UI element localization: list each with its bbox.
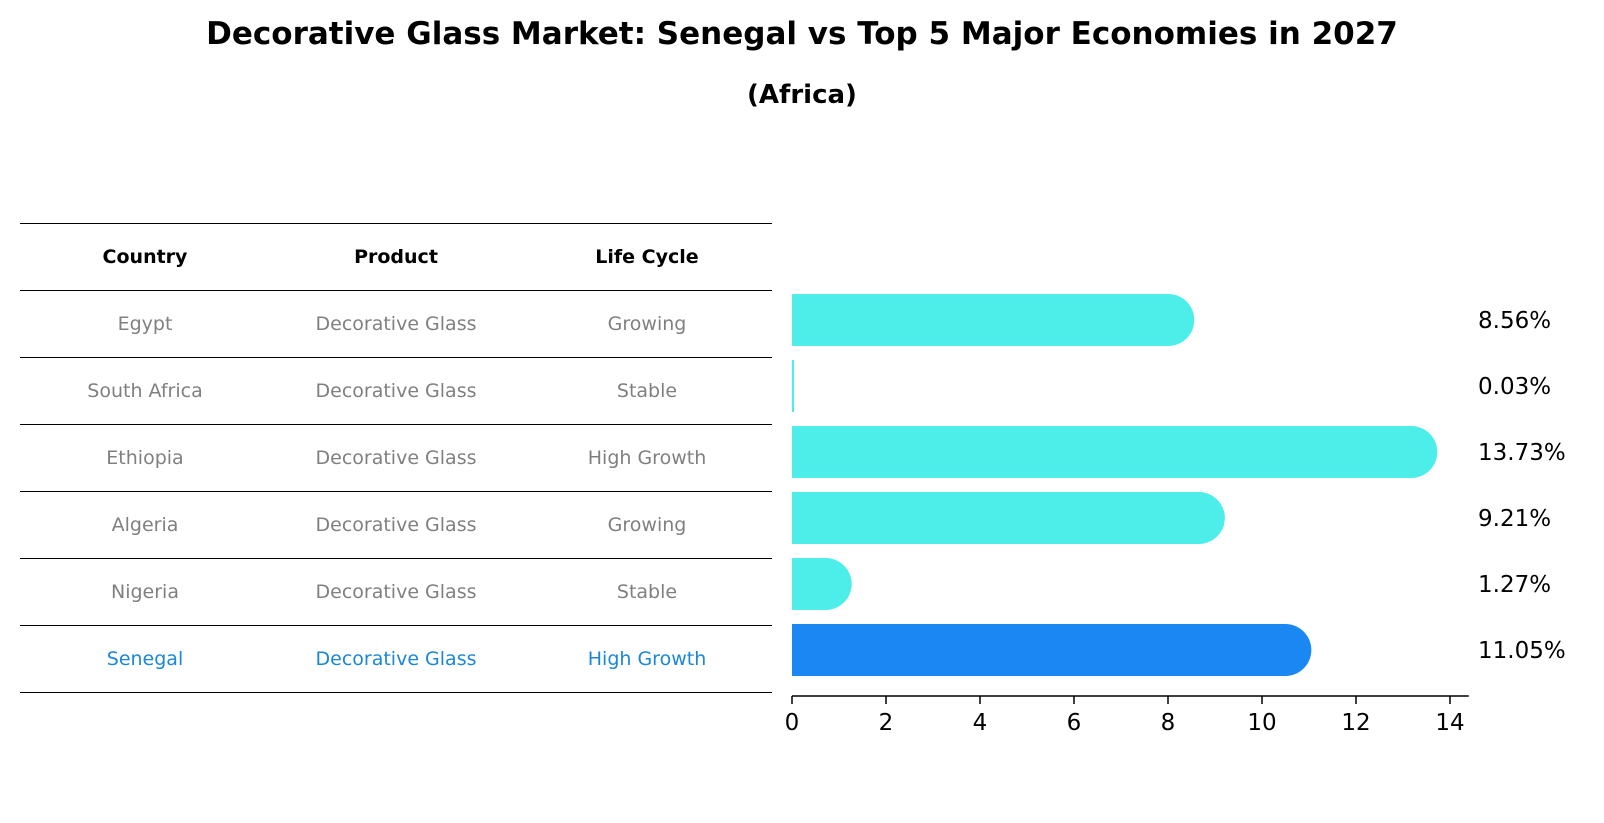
product-cell: Decorative Glass bbox=[315, 313, 477, 335]
chart-subtitle: (Africa) bbox=[747, 80, 857, 110]
table-row-highlighted: Senegal Decorative Glass High Growth bbox=[20, 625, 772, 693]
bar-south-africa bbox=[792, 360, 794, 412]
column-header-life-cycle: Life Cycle bbox=[595, 246, 699, 268]
country-cell: Egypt bbox=[117, 313, 173, 335]
chart-title: Decorative Glass Market: Senegal vs Top … bbox=[206, 16, 1398, 52]
life-cycle-cell: Growing bbox=[607, 514, 687, 536]
bar-value-label: 13.73% bbox=[1478, 440, 1566, 466]
bar-value-label: 11.05% bbox=[1478, 638, 1566, 664]
bar-ethiopia bbox=[792, 426, 1438, 478]
life-cycle-cell: Growing bbox=[607, 313, 687, 335]
bar-value-label: 8.56% bbox=[1478, 308, 1551, 334]
x-tick-label: 0 bbox=[785, 710, 800, 736]
product-cell: Decorative Glass bbox=[315, 648, 477, 670]
country-cell: Senegal bbox=[106, 648, 184, 670]
bar-senegal bbox=[792, 624, 1312, 676]
x-tick-label: 2 bbox=[879, 710, 894, 736]
table-row: Algeria Decorative Glass Growing bbox=[20, 491, 772, 558]
bar-algeria bbox=[792, 492, 1225, 544]
data-table: Country Product Life Cycle Egypt Decorat… bbox=[20, 223, 772, 693]
x-tick-label: 14 bbox=[1435, 710, 1464, 736]
country-cell: South Africa bbox=[87, 380, 203, 402]
table-row: Nigeria Decorative Glass Stable bbox=[20, 558, 772, 625]
column-header-country: Country bbox=[102, 246, 188, 268]
product-cell: Decorative Glass bbox=[315, 380, 477, 402]
table-row: South Africa Decorative Glass Stable bbox=[20, 357, 772, 424]
country-cell: Algeria bbox=[111, 514, 179, 536]
product-cell: Decorative Glass bbox=[315, 514, 477, 536]
life-cycle-cell: High Growth bbox=[587, 648, 707, 670]
x-tick-label: 8 bbox=[1161, 710, 1176, 736]
bar-nigeria bbox=[792, 558, 852, 610]
bar-egypt bbox=[792, 294, 1195, 346]
table-header-row: Country Product Life Cycle bbox=[20, 223, 772, 290]
table-row: Egypt Decorative Glass Growing bbox=[20, 290, 772, 357]
product-cell: Decorative Glass bbox=[315, 581, 477, 603]
product-cell: Decorative Glass bbox=[315, 447, 477, 469]
column-header-product: Product bbox=[354, 246, 438, 268]
bar-value-label: 1.27% bbox=[1478, 572, 1551, 598]
table-row: Ethiopia Decorative Glass High Growth bbox=[20, 424, 772, 491]
life-cycle-cell: Stable bbox=[616, 380, 678, 402]
life-cycle-cell: Stable bbox=[616, 581, 678, 603]
life-cycle-cell: High Growth bbox=[587, 447, 707, 469]
country-cell: Nigeria bbox=[111, 581, 179, 603]
x-tick-label: 10 bbox=[1247, 710, 1276, 736]
x-tick-label: 12 bbox=[1341, 710, 1370, 736]
country-cell: Ethiopia bbox=[106, 447, 184, 469]
bar-value-label: 0.03% bbox=[1478, 374, 1551, 400]
bar-value-label: 9.21% bbox=[1478, 506, 1551, 532]
x-tick-label: 4 bbox=[973, 710, 988, 736]
x-tick-label: 6 bbox=[1067, 710, 1082, 736]
